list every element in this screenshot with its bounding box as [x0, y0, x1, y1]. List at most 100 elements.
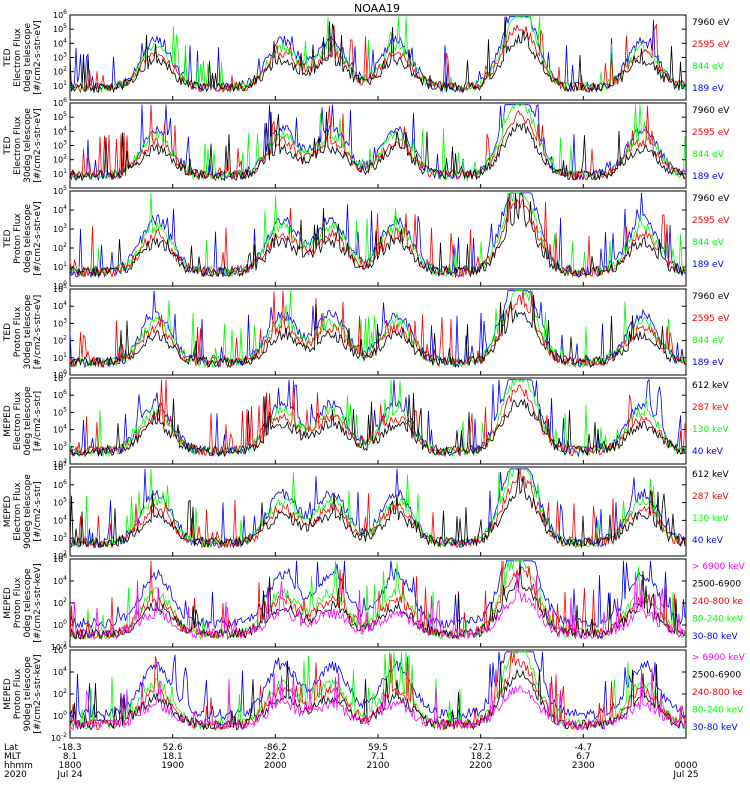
y-tick-label: 104 [53, 125, 67, 136]
ylabel-line: TED [3, 229, 13, 248]
legend-entry: 844 eV [692, 150, 725, 160]
trace-red [69, 104, 686, 182]
trace-green [69, 468, 686, 550]
y-tick-label: 106 [53, 479, 67, 490]
y-tick-label: 105 [53, 497, 67, 508]
y-tick-label: 101 [53, 80, 67, 91]
y-tick-label: 104 [53, 300, 67, 311]
panel-8: 10-2 100 102 104 106 MEPED Proton Flux 90deg te… [3, 644, 746, 743]
legend-entry: 80-240 keV [692, 615, 744, 625]
panel-6-ylabel: MEPED Electron Flux 90deg telescope [#/cm2-… [3, 474, 43, 549]
panel-3-frame [69, 190, 687, 287]
y-tick-label: 103 [53, 140, 67, 151]
ylabel-line: [#/cm2-s-str-eV] [33, 201, 43, 276]
trace-red [69, 23, 686, 94]
ylabel-line: [#/cm2-s-str-eV] [33, 20, 43, 95]
chart-title: NOAA19 [354, 2, 400, 15]
ylabel-line: 30deg telescope [23, 108, 33, 183]
legend-entry: 2595 eV [692, 40, 730, 50]
trace-blue [69, 16, 686, 94]
trace-blue [69, 651, 686, 721]
x-tick-label: 6.7 [576, 752, 590, 762]
y-tick-label: 103 [53, 441, 67, 452]
y-tick-label: 107 [53, 461, 67, 472]
x-tick-label: 7.1 [371, 752, 385, 762]
x-tick-label: 8.1 [63, 752, 77, 762]
y-tick-label: 105 [53, 185, 67, 196]
y-tick-label: 106 [53, 9, 67, 20]
trace-green [69, 16, 686, 94]
ylabel-line: 0deg telescope [23, 204, 33, 274]
trace-green [69, 651, 686, 732]
x-tick-label: 52.6 [163, 743, 183, 753]
panel-5: 102 103 104 105 106 107 MEPED Electron Flux 0deg… [3, 372, 729, 469]
panel-8-ylabel: MEPED Proton Flux 90deg telescope [#/cm2-s-… [3, 654, 43, 733]
trace-red [69, 468, 686, 549]
ylabel-line: MEPED [3, 405, 13, 437]
ylabel-line: Electron Flux [13, 482, 23, 541]
y-tick-label: 104 [53, 204, 67, 215]
ylabel-line: [#/cm2-s-str-eV] [33, 295, 43, 370]
trace-magenta [69, 571, 686, 641]
ylabel-line: 90deg telescope [23, 656, 33, 731]
ylabel-line: Electron Flux [13, 116, 23, 175]
panel-4-ylabel: TED Proton Flux 30deg telescope [#/cm2-s-st… [3, 294, 43, 369]
trace-green [69, 104, 686, 181]
y-tick-label: 106 [53, 389, 67, 400]
trace-blue [69, 192, 686, 279]
panel-4: 100 101 102 103 104 105 TED Proton Flux 30deg te… [3, 283, 730, 380]
legend-entry: 30-80 keV [692, 723, 738, 733]
y-tick-label: 101 [53, 352, 67, 363]
y-tick-label: 10-2 [51, 641, 67, 652]
y-tick-label: 102 [53, 458, 67, 469]
x-tick-label: -86.2 [264, 743, 287, 753]
ylabel-line: Proton Flux [13, 577, 23, 628]
legend-entry: 2595 eV [692, 216, 730, 226]
legend-entry: 844 eV [692, 62, 725, 72]
y-tick-label: 103 [53, 317, 67, 328]
legend-entry: > 6900 keV [692, 562, 746, 572]
y-tick-label: 100 [53, 280, 67, 291]
x-tick-label: 1900 [161, 761, 184, 771]
legend-entry: 2500-6900 [692, 671, 741, 681]
y-tick-label: 100 [53, 619, 67, 630]
trace-black [69, 111, 686, 182]
x-tick-label: 0000 [675, 761, 698, 771]
ylabel-line: TED [3, 323, 13, 342]
x-tick-label: 18.1 [163, 752, 183, 762]
panel-7: 10-2 100 102 104 106 MEPED Proton Flux 0deg tel… [3, 553, 746, 652]
trace-green [69, 191, 686, 279]
y-tick-label: 105 [53, 283, 67, 294]
trace-blue [69, 468, 686, 549]
ylabel-line: 0deg telescope [23, 386, 33, 456]
y-tick-label: 100 [53, 369, 67, 380]
legend-entry: 240-800 ke [692, 597, 743, 607]
x-tick-label: 18.2 [471, 752, 491, 762]
panel-3-ylabel: TED Proton Flux 0deg telescope [#/cm2-s-str… [3, 201, 43, 276]
legend-entry: 40 keV [692, 447, 724, 457]
legend-entry: 189 eV [692, 84, 725, 94]
panel-5-ylabel: MEPED Electron Flux 0deg telescope [#/cm2-s… [3, 386, 43, 456]
legend-entry: 130 keV [692, 514, 729, 524]
legend-entry: 287 keV [692, 403, 729, 413]
y-tick-label: 102 [53, 550, 67, 561]
y-tick-label: 105 [53, 406, 67, 417]
trace-red [69, 651, 686, 731]
legend-entry: > 6900 keV [692, 653, 746, 663]
y-tick-label: 103 [53, 52, 67, 63]
trace-magenta [69, 667, 686, 731]
y-tick-label: 103 [53, 532, 67, 543]
legend-entry: 844 eV [692, 336, 725, 346]
x-row-label: Lat [4, 743, 19, 753]
x-row-label: 2020 [4, 770, 27, 780]
legend-entry: 240-800 ke [692, 688, 743, 698]
x-tick-label: 2100 [367, 761, 390, 771]
y-tick-label: 107 [53, 372, 67, 383]
x-row-label: MLT [4, 752, 22, 762]
x-tick-label: 22.0 [265, 752, 285, 762]
legend-entry: 2500-6900 [692, 580, 741, 590]
legend-entry: 7960 eV [692, 292, 730, 302]
x-tick-label: 2300 [572, 761, 595, 771]
